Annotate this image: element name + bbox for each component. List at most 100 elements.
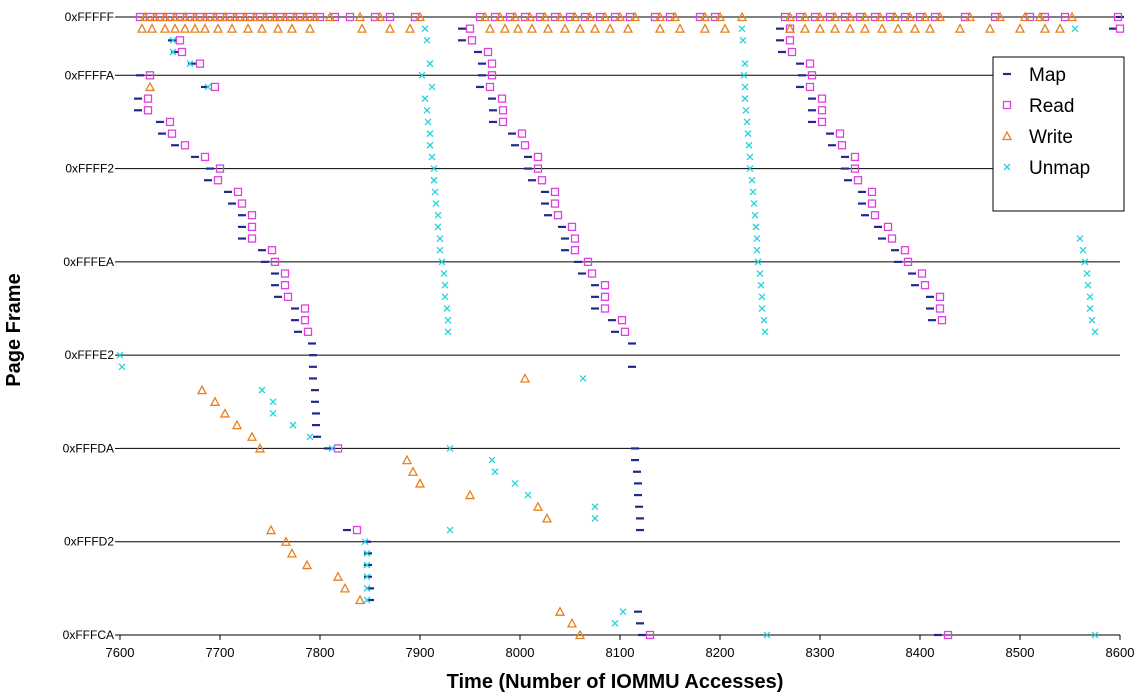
write-point xyxy=(356,23,368,33)
read-point xyxy=(280,281,290,290)
read-point xyxy=(352,525,362,535)
unmap-point xyxy=(1086,293,1094,301)
unmap-point xyxy=(441,281,449,289)
write-point xyxy=(199,23,211,33)
write-point xyxy=(859,11,871,22)
unmap-point xyxy=(1091,631,1099,639)
unmap-point xyxy=(741,83,749,91)
write-point xyxy=(554,606,566,616)
read-point xyxy=(177,47,187,57)
unmap-point xyxy=(758,293,766,301)
unmap-point xyxy=(1091,328,1099,336)
unmap-point xyxy=(432,200,440,208)
write-point xyxy=(889,11,901,22)
write-point xyxy=(169,11,181,22)
y-tick-label: 0xFFFDA xyxy=(63,441,114,455)
write-point xyxy=(139,11,151,22)
write-point xyxy=(874,11,886,22)
read-point xyxy=(550,187,560,197)
unmap-point xyxy=(741,95,749,103)
write-point xyxy=(304,23,316,33)
write-point xyxy=(265,524,277,535)
unmap-point xyxy=(750,200,758,208)
write-point xyxy=(1066,11,1078,22)
read-point xyxy=(215,164,225,173)
write-point xyxy=(324,11,336,22)
write-point xyxy=(934,11,946,22)
read-point xyxy=(333,444,343,453)
read-point xyxy=(498,117,508,127)
read-point xyxy=(870,211,880,220)
unmap-point xyxy=(421,95,429,103)
unmap-point xyxy=(428,83,436,91)
write-point xyxy=(1014,23,1026,33)
write-point xyxy=(814,23,826,33)
write-point xyxy=(219,408,231,418)
read-point xyxy=(483,47,493,57)
read-point xyxy=(485,82,495,92)
write-point xyxy=(1034,11,1046,22)
read-point xyxy=(817,94,827,103)
write-point xyxy=(539,11,551,22)
write-point xyxy=(354,11,366,22)
unmap-point xyxy=(751,211,759,219)
read-point xyxy=(785,36,795,45)
read-point xyxy=(195,59,205,68)
write-point xyxy=(354,594,366,605)
write-point xyxy=(532,501,544,511)
write-point xyxy=(179,11,191,22)
read-point xyxy=(600,281,610,290)
unmap-point xyxy=(116,351,124,359)
write-point xyxy=(289,11,301,22)
unmap-point xyxy=(757,281,765,289)
write-point xyxy=(622,23,634,33)
unmap-point xyxy=(740,71,748,79)
write-point xyxy=(559,23,571,33)
unmap-point xyxy=(738,25,746,33)
unmap-point xyxy=(169,36,177,44)
read-point xyxy=(920,281,930,290)
read-point xyxy=(247,211,257,220)
unmap-point xyxy=(746,165,754,173)
read-point xyxy=(385,12,395,22)
write-point xyxy=(269,11,281,22)
read-point xyxy=(345,12,355,22)
unmap-point xyxy=(579,375,587,382)
write-point xyxy=(231,419,243,430)
read-point xyxy=(270,257,280,267)
write-point xyxy=(279,11,291,22)
read-point xyxy=(283,292,293,301)
read-point xyxy=(805,59,815,68)
read-point xyxy=(237,199,247,208)
write-point xyxy=(209,11,221,22)
unmap-point xyxy=(1081,258,1089,266)
write-point xyxy=(484,23,496,33)
read-point xyxy=(553,211,563,220)
read-point xyxy=(850,152,860,162)
unmap-point xyxy=(436,235,444,243)
x-axis-title: Time (Number of IOMMU Accesses) xyxy=(447,671,784,693)
read-point xyxy=(817,117,827,127)
write-point xyxy=(259,11,271,22)
write-point xyxy=(574,629,586,640)
read-point xyxy=(143,94,153,103)
read-point xyxy=(533,152,543,162)
write-point xyxy=(654,11,666,22)
write-point xyxy=(189,11,201,22)
series-unmap xyxy=(116,25,1099,639)
read-point xyxy=(210,82,220,92)
write-point xyxy=(589,23,601,33)
unmap-point xyxy=(754,258,762,266)
write-point xyxy=(699,11,711,22)
unmap-point xyxy=(446,444,454,452)
read-point xyxy=(837,141,847,150)
write-point xyxy=(994,11,1006,22)
write-point xyxy=(256,23,268,33)
read-point xyxy=(583,257,593,267)
write-point xyxy=(844,23,856,33)
y-tick-label: 0xFFFFA xyxy=(65,68,114,82)
write-point xyxy=(669,11,681,22)
write-point xyxy=(799,23,811,33)
write-point xyxy=(984,23,996,33)
legend-marker-write xyxy=(1001,130,1013,141)
